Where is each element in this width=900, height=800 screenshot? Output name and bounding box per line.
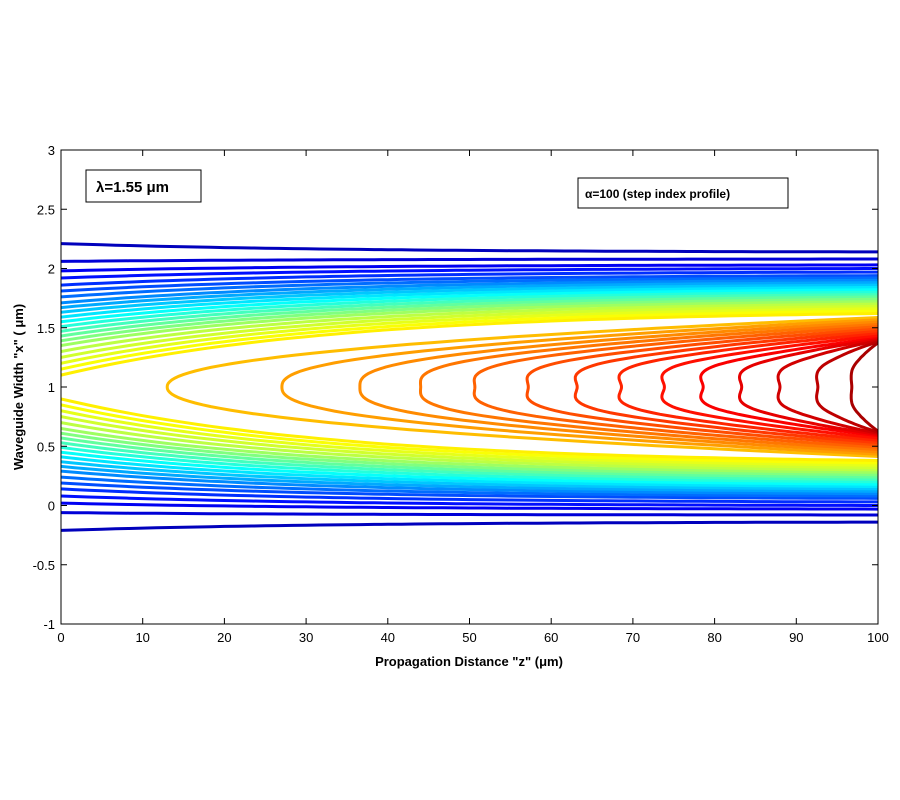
contour-outer-17-upper	[61, 302, 878, 353]
contour-outer-17-lower	[61, 421, 878, 472]
contour-outer-10-upper	[61, 286, 878, 319]
contour-outer-7-upper	[61, 278, 878, 305]
contour-outer-19-lower	[61, 409, 878, 467]
y-tick-label: -0.5	[33, 558, 55, 573]
plot-area	[61, 150, 878, 624]
x-axis-title: Propagation Distance "z" (μm)	[375, 654, 563, 669]
y-tick-label: 1.5	[37, 321, 55, 336]
contour-outer-21-lower	[61, 397, 878, 462]
contour-inner-11	[776, 339, 878, 435]
contour-inner-7	[617, 332, 878, 442]
contour-outer-3-lower	[61, 494, 878, 507]
y-tick-label: -1	[43, 617, 55, 632]
contour-inner-10	[737, 337, 878, 437]
contour-outer-13-lower	[61, 441, 878, 481]
x-tick-label: 30	[299, 630, 313, 645]
contour-outer-4-lower	[61, 487, 878, 504]
contour-outer-6-upper	[61, 276, 878, 299]
contour-outer-15-lower	[61, 431, 878, 477]
contour-outer-19-upper	[61, 307, 878, 365]
y-tick-label: 1	[48, 380, 55, 395]
contour-outer-12-lower	[61, 445, 878, 484]
contour-inner-4	[472, 325, 878, 449]
profile-label: α=100 (step index profile)	[585, 187, 730, 201]
contour-inner-2	[358, 320, 878, 454]
contour-outer-12-upper	[61, 290, 878, 329]
contour-outer-14-lower	[61, 436, 878, 479]
contour-outer-0-lower	[61, 520, 878, 532]
x-tick-label: 80	[707, 630, 721, 645]
contour-outer-18-upper	[61, 304, 878, 359]
x-tick-label: 0	[57, 630, 64, 645]
y-tick-label: 3	[48, 143, 55, 158]
contour-outer-16-lower	[61, 427, 878, 474]
contour-outer-20-lower	[61, 403, 878, 465]
contour-outer-11-upper	[61, 288, 878, 324]
y-tick-label: 2	[48, 262, 55, 277]
axis-ticks: 0 10 20 30 40 50 60 70 80 90 100 -1 -0.5 0 0.5 1 1.5 2 2.5…	[33, 143, 889, 645]
profile-box	[577, 177, 789, 209]
x-tick-label: 10	[135, 630, 149, 645]
wavelength-label: λ=1.55 μm	[96, 179, 169, 196]
contour-outer-5-lower	[61, 481, 878, 500]
contour-outer-2-upper	[61, 263, 878, 273]
annotation-profile: α=100 (step index profile)	[577, 177, 789, 209]
contour-inner-12	[815, 340, 878, 434]
contour-inner-8	[660, 334, 878, 440]
contour-outer-0-upper	[61, 242, 878, 254]
y-axis-title: Waveguide Width "x" ( μm)	[11, 304, 26, 470]
x-tick-label: 70	[626, 630, 640, 645]
contour-outer-1-upper	[61, 257, 878, 263]
contour-outer-13-upper	[61, 293, 878, 333]
y-tick-label: 0.5	[37, 439, 55, 454]
contour-inner-0	[165, 315, 878, 459]
contour-outer-21-upper	[61, 312, 878, 377]
contour-inner-5	[525, 327, 878, 447]
x-tick-label: 20	[217, 630, 231, 645]
contour-outer-9-lower	[61, 460, 878, 491]
annotation-wavelength: λ=1.55 μm	[85, 169, 202, 203]
y-tick-label: 2.5	[37, 202, 55, 217]
contour-outer-18-lower	[61, 415, 878, 470]
contour-outer-20-upper	[61, 309, 878, 371]
contour-outer-5-upper	[61, 274, 878, 293]
contour-outer-7-lower	[61, 469, 878, 496]
contour-outer-3-upper	[61, 267, 878, 280]
y-tick-label: 0	[48, 499, 55, 514]
x-tick-label: 40	[381, 630, 395, 645]
contour-outer-9-upper	[61, 283, 878, 314]
x-tick-label: 60	[544, 630, 558, 645]
x-tick-label: 50	[462, 630, 476, 645]
contour-lines	[61, 242, 878, 532]
contour-outer-8-lower	[61, 464, 878, 493]
x-tick-label: 90	[789, 630, 803, 645]
contour-inner-6	[573, 329, 878, 445]
contour-outer-14-upper	[61, 295, 878, 338]
wavelength-box	[85, 169, 202, 203]
contour-outer-15-upper	[61, 297, 878, 343]
x-tick-label: 100	[867, 630, 889, 645]
contour-inner-13	[849, 341, 878, 433]
contour-inner-9	[699, 336, 878, 438]
contour-outer-11-lower	[61, 450, 878, 486]
contour-inner-3	[419, 322, 878, 452]
contour-outer-8-upper	[61, 281, 878, 310]
contour-outer-4-upper	[61, 270, 878, 287]
contour-outer-1-lower	[61, 511, 878, 517]
contour-outer-10-lower	[61, 455, 878, 488]
contour-outer-16-upper	[61, 300, 878, 347]
contour-inner-1	[280, 318, 878, 456]
contour-outer-6-lower	[61, 475, 878, 498]
contour-outer-2-lower	[61, 501, 878, 511]
